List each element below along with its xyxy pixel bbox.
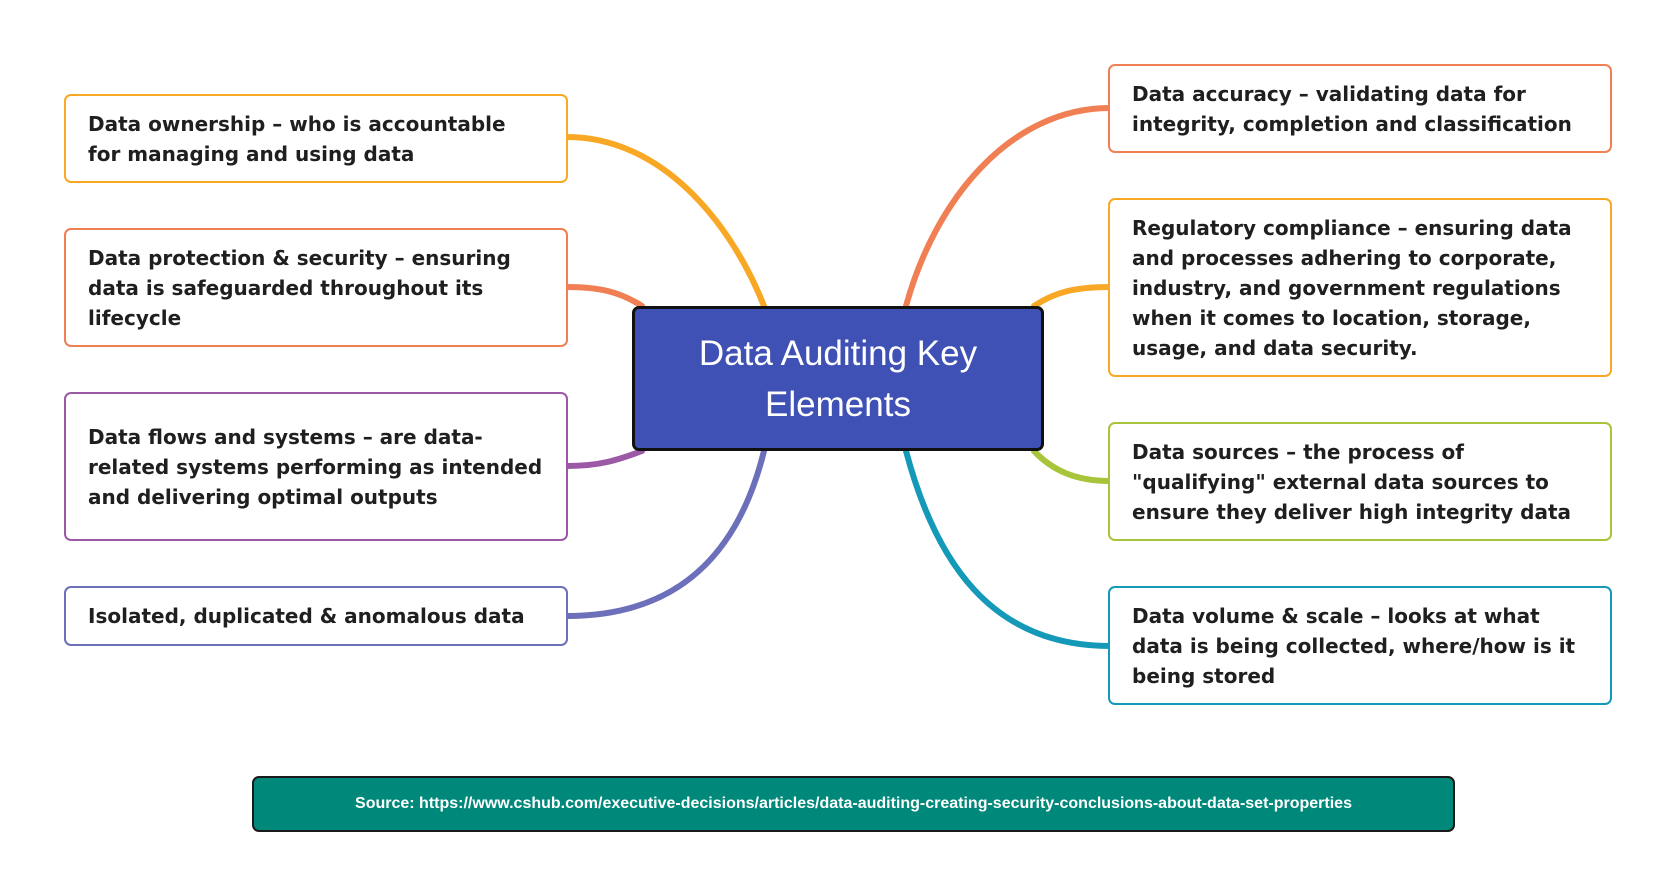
- node-label: Data volume & scale – looks at what data…: [1132, 603, 1576, 688]
- link-isolated-data: [564, 448, 767, 619]
- node-data-flows: Data flows and systems – are data-relate…: [64, 392, 568, 541]
- node-label: Regulatory compliance – ensuring data an…: [1132, 215, 1572, 360]
- link-data-sources: [1031, 448, 1113, 484]
- node-data-protection: Data protection & security – ensuring da…: [64, 228, 568, 347]
- link-data-accuracy: [903, 105, 1113, 309]
- link-data-ownership: [564, 134, 767, 309]
- central-topic: Data Auditing Key Elements: [632, 306, 1044, 451]
- node-regulatory-compliance: Regulatory compliance – ensuring data an…: [1108, 198, 1612, 377]
- node-data-ownership: Data ownership – who is accountable for …: [64, 94, 568, 183]
- node-label: Data sources – the process of "qualifyin…: [1132, 439, 1572, 524]
- source-citation-text: Source: https://www.cshub.com/executive-…: [355, 795, 1352, 812]
- central-topic-title: Data Auditing Key Elements: [698, 333, 978, 424]
- node-label: Data ownership – who is accountable for …: [88, 111, 506, 166]
- node-label: Data protection & security – ensuring da…: [88, 245, 511, 330]
- node-data-volume: Data volume & scale – looks at what data…: [1108, 586, 1612, 705]
- node-isolated-data: Isolated, duplicated & anomalous data: [64, 586, 568, 646]
- node-label: Isolated, duplicated & anomalous data: [88, 604, 525, 628]
- link-regulatory-compliance: [1031, 284, 1113, 309]
- link-data-flows: [564, 448, 645, 469]
- node-data-sources: Data sources – the process of "qualifyin…: [1108, 422, 1612, 541]
- node-label: Data accuracy – validating data for inte…: [1132, 81, 1572, 136]
- node-label: Data flows and systems – are data-relate…: [88, 424, 543, 509]
- source-citation: Source: https://www.cshub.com/executive-…: [252, 776, 1455, 832]
- link-data-volume: [903, 448, 1113, 649]
- node-data-accuracy: Data accuracy – validating data for inte…: [1108, 64, 1612, 153]
- link-data-protection: [564, 284, 645, 309]
